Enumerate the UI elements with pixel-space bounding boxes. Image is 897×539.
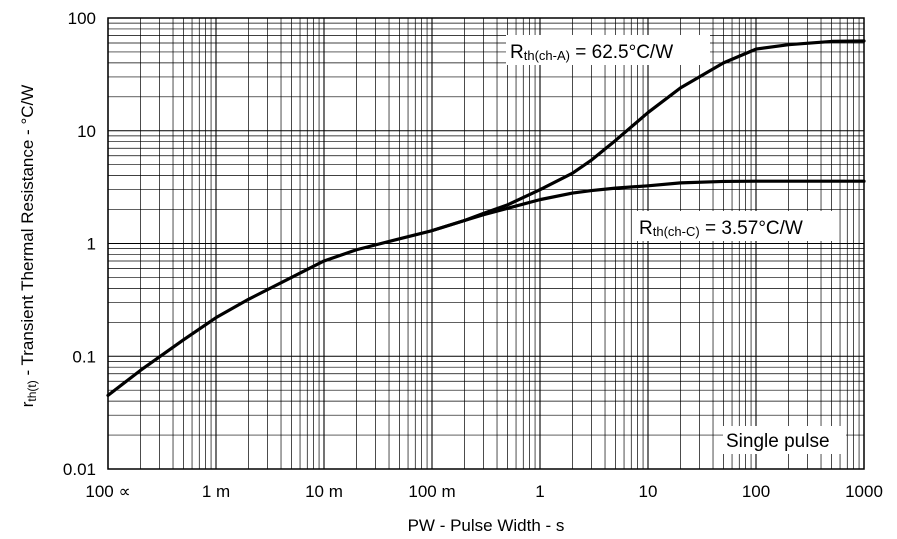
- series-lines: [106, 39, 866, 397]
- series-line-rth-ch-a: [106, 39, 866, 397]
- annotation-rth-ch-a-bg: [506, 35, 710, 65]
- grid: [107, 18, 864, 470]
- annotation-rth-ch-a-value: = 62.5°C/W: [570, 42, 673, 63]
- annotation-rth-ch-c-bg: [636, 211, 836, 241]
- plot-frame: [107, 17, 865, 470]
- annotation-rth-ch-c-value: = 3.57°C/W: [700, 218, 803, 239]
- y-axis-label: rth(t) - Transient Thermal Resistance - …: [18, 85, 39, 408]
- x-tick-label: 100: [742, 482, 770, 501]
- x-tick-label: 1: [535, 482, 544, 501]
- x-tick-label: 1000: [845, 482, 883, 501]
- y-tick-label: 0.01: [63, 460, 96, 479]
- y-tick-label: 10: [77, 122, 96, 141]
- x-tick-label: 100 ∝: [85, 482, 130, 501]
- annotation-single-pulse-bg: [723, 426, 846, 454]
- y-tick-label: 0.1: [72, 347, 96, 366]
- series-line-rth-ch-c: [430, 179, 866, 233]
- y-axis-label-sub: th(t): [25, 380, 39, 401]
- y-tick-labels: 0.01 0.1 1 10 100: [63, 9, 96, 479]
- annotation-rth-ch-a-sub: th(ch-A): [524, 48, 570, 63]
- x-tick-label: 1 m: [202, 482, 230, 501]
- y-tick-label: 100: [68, 9, 96, 28]
- x-tick-label: 10 m: [305, 482, 343, 501]
- annotation-single-pulse: Single pulse: [726, 431, 830, 452]
- annotation-rth-ch-c-main: R: [639, 218, 653, 239]
- y-axis-label-main: r: [18, 401, 37, 407]
- annotation-rth-ch-c: Rth(ch-C) = 3.57°C/W: [639, 218, 803, 239]
- y-tick-label: 1: [87, 235, 96, 254]
- annotation-rth-ch-a: Rth(ch-A) = 62.5°C/W: [510, 42, 673, 63]
- x-tick-label: 100 m: [408, 482, 455, 501]
- x-tick-label: 10: [639, 482, 658, 501]
- annotation-rth-ch-a-main: R: [510, 42, 524, 63]
- y-axis-label-rest: - Transient Thermal Resistance - °C/W: [18, 85, 37, 381]
- x-axis-label: PW - Pulse Width - s: [408, 516, 565, 535]
- x-tick-labels: 100 ∝ 1 m 10 m 100 m 1 10 100 1000: [85, 482, 883, 501]
- annotation-rth-ch-c-sub: th(ch-C): [653, 224, 700, 239]
